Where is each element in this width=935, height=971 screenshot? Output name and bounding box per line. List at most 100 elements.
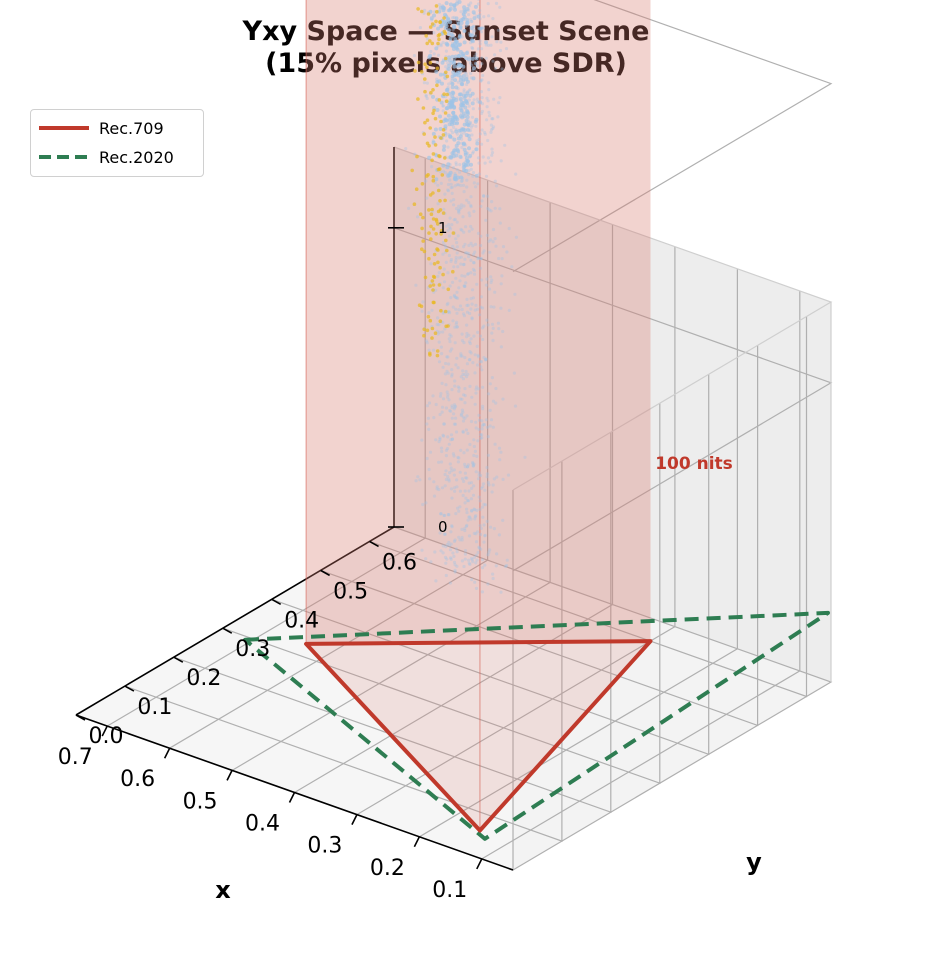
scatter-point	[485, 465, 489, 470]
y-tick-mark	[124, 685, 135, 692]
scatter-point	[473, 515, 477, 519]
scatter-point	[449, 296, 453, 300]
scatter-point	[472, 462, 476, 466]
scatter-point	[453, 384, 457, 388]
scatter-point	[473, 34, 477, 38]
scatter-point	[481, 482, 486, 486]
scatter-point	[431, 152, 436, 156]
scatter-point	[425, 81, 429, 85]
scatter-point	[447, 337, 451, 341]
scatter-point	[455, 325, 459, 329]
scatter-point	[459, 10, 463, 14]
scatter-point	[490, 331, 494, 335]
scatter-point	[452, 265, 456, 269]
scatter-point	[461, 493, 465, 498]
scatter-point	[450, 388, 454, 392]
scatter-point	[473, 402, 477, 406]
scatter-point	[427, 348, 431, 352]
scatter-point	[435, 77, 439, 81]
scatter-point	[466, 372, 470, 376]
scatter-point	[487, 483, 491, 487]
scatter-point	[437, 340, 441, 344]
z-tick-label: 0	[438, 518, 448, 536]
scatter-point	[451, 269, 455, 274]
scatter-point	[488, 114, 492, 118]
scatter-point	[454, 207, 459, 211]
scatter-point	[463, 465, 467, 469]
scatter-point	[464, 156, 469, 161]
scatter-point	[446, 17, 451, 22]
scatter-point	[514, 172, 518, 176]
scatter-point	[470, 19, 474, 23]
y-tick-label: 0.0	[89, 724, 124, 749]
scatter-point	[484, 40, 488, 45]
scatter-point	[453, 422, 458, 426]
scatter-point	[467, 211, 471, 215]
scatter-point	[489, 418, 494, 422]
scatter-point	[486, 481, 490, 485]
scatter-point	[488, 250, 492, 254]
scatter-point	[481, 515, 485, 519]
scatter-point	[420, 309, 424, 313]
scatter-point	[461, 372, 465, 377]
scatter-point	[470, 395, 474, 399]
scatter-point	[474, 56, 479, 61]
scatter-point	[446, 182, 451, 187]
scatter-point	[456, 43, 461, 48]
scatter-point	[473, 4, 478, 9]
scatter-point	[437, 271, 441, 275]
scatter-point	[442, 16, 446, 20]
scatter-point	[447, 310, 451, 314]
scatter-point	[421, 106, 426, 110]
scatter-point	[471, 361, 475, 365]
scatter-point	[491, 483, 495, 487]
scatter-point	[467, 534, 472, 538]
scatter-point	[479, 436, 483, 440]
scatter-point	[451, 244, 455, 248]
scatter-point	[492, 527, 496, 531]
scatter-point	[435, 353, 440, 358]
scatter-point	[465, 297, 469, 301]
scatter-point	[469, 556, 474, 561]
scatter-point	[478, 360, 482, 364]
scatter-point	[453, 405, 457, 409]
scatter-point	[447, 477, 451, 481]
scatter-point	[449, 199, 453, 203]
scatter-point	[474, 532, 478, 536]
x-tick-mark	[163, 747, 171, 759]
scatter-point	[424, 94, 428, 98]
scatter-point	[477, 0, 481, 1]
scatter-point	[481, 407, 485, 411]
scatter-point	[468, 515, 472, 519]
scatter-point	[476, 156, 481, 160]
scatter-point	[431, 111, 435, 116]
scatter-point	[473, 517, 477, 521]
scatter-point	[447, 479, 451, 483]
scatter-point	[430, 41, 435, 46]
scatter-point	[456, 506, 460, 510]
scatter-point	[429, 224, 433, 229]
scatter-point	[443, 56, 448, 61]
scatter-point	[444, 545, 448, 549]
scatter-point	[450, 368, 454, 372]
scatter-point	[478, 100, 483, 105]
scatter-point	[435, 487, 439, 491]
y-tick-label: 0.5	[333, 579, 368, 604]
scatter-point	[463, 526, 467, 531]
scatter-point	[421, 300, 425, 304]
scatter-point	[462, 245, 466, 249]
scatter-point	[474, 124, 478, 128]
scatter-point	[491, 17, 495, 21]
tick-labels: 0.1 0.2 0.3 0.4 0.5 0.6 0.70.0 0.1 0.2 0.3 0.4 0.5 0…	[58, 219, 483, 903]
scatter-point	[450, 81, 455, 86]
scatter-point	[455, 320, 459, 324]
scatter-point	[493, 206, 497, 210]
scatter-point	[451, 150, 456, 155]
scatter-point	[431, 174, 436, 179]
scatter-point	[454, 307, 458, 311]
scatter-point	[442, 92, 446, 96]
scatter-point	[466, 499, 471, 503]
scatter-point	[458, 279, 462, 283]
scatter-point	[427, 311, 431, 315]
scatter-point	[428, 450, 433, 454]
